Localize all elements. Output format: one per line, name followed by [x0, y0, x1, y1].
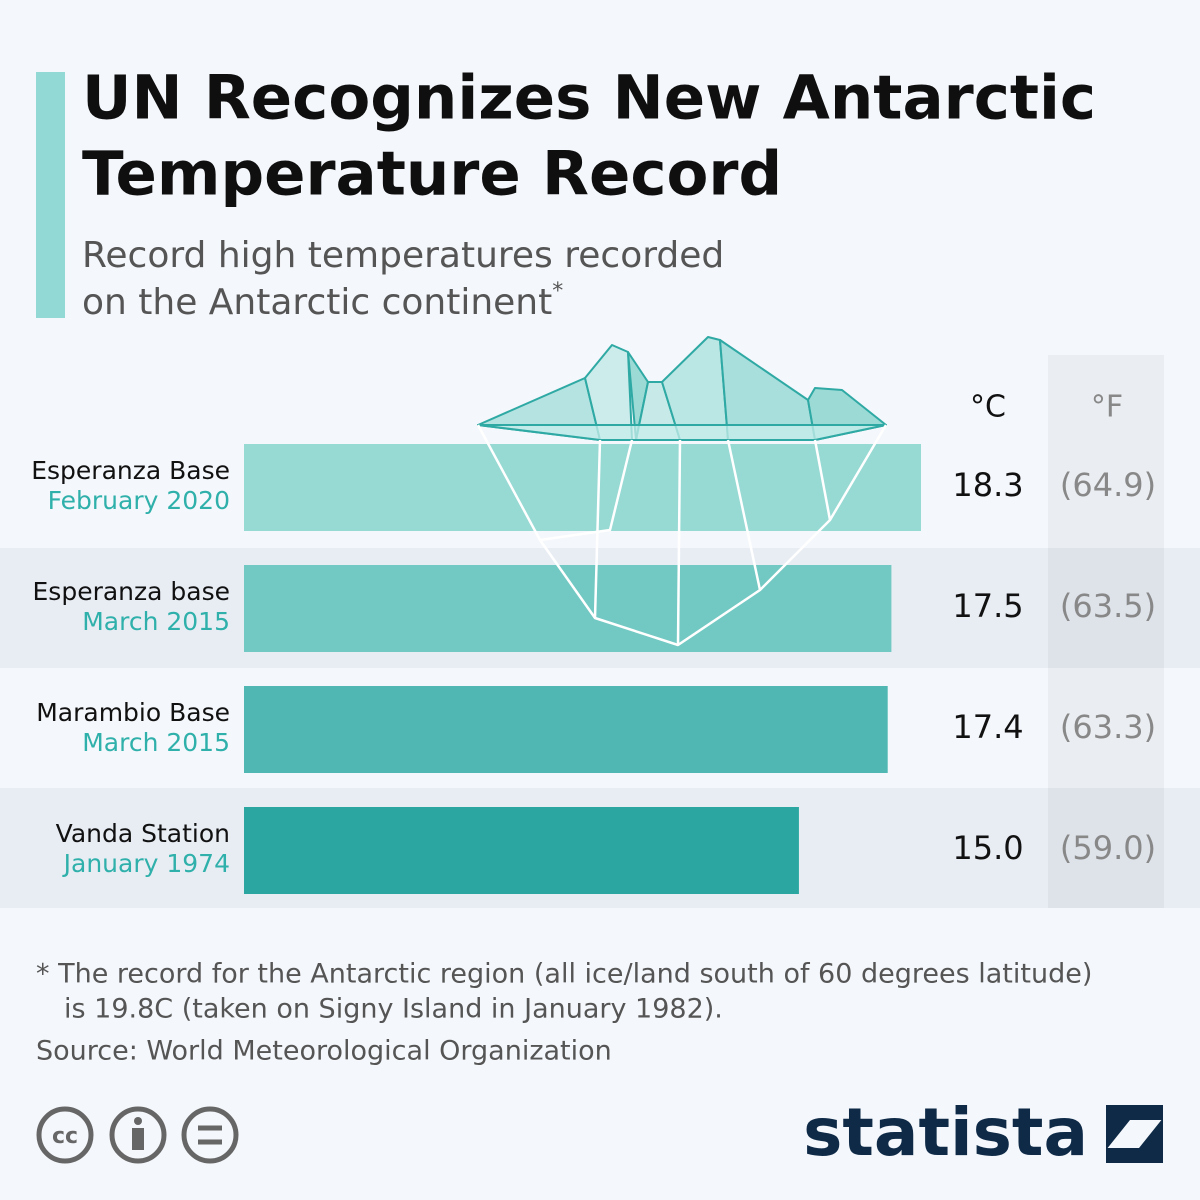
ice-edge — [676, 439, 682, 646]
logo-shape — [1106, 1105, 1163, 1150]
series-header: °F — [1091, 390, 1123, 425]
category-label: Esperanza Base — [31, 456, 230, 485]
chart-title: Temperature Record — [82, 139, 782, 210]
ice-edge — [539, 439, 634, 542]
bar — [244, 686, 888, 773]
footnote: * The record for the Antarctic region (a… — [36, 959, 1092, 990]
title-accent — [36, 72, 65, 318]
subtitle: Record high temperatures recorded — [82, 235, 724, 276]
fahrenheit-column — [1048, 355, 1164, 908]
date-label: February 2020 — [48, 486, 230, 515]
logo-shape — [1106, 1118, 1163, 1163]
brand-mark — [1106, 1105, 1163, 1163]
nd-icon — [181, 1106, 239, 1164]
fahrenheit-label: (59.0) — [1060, 829, 1156, 867]
fahrenheit-label: (63.5) — [1060, 587, 1156, 625]
iceberg — [477, 336, 887, 441]
bar — [244, 807, 799, 894]
footnote: is 19.8C (taken on Signy Island in Janua… — [64, 994, 723, 1025]
by-body — [132, 1128, 144, 1150]
license-icons: cc — [36, 1106, 239, 1164]
cc-icon — [36, 1106, 94, 1164]
value-label: 17.5 — [952, 587, 1023, 625]
date-label: March 2015 — [82, 607, 230, 636]
by-head — [134, 1117, 142, 1125]
category-label: Esperanza base — [33, 577, 231, 606]
ice-edge — [726, 439, 762, 591]
subtitle: on the Antarctic continent* — [82, 279, 563, 323]
source: Source: World Meteorological Organizatio… — [36, 1036, 612, 1067]
ice-edge — [593, 439, 602, 619]
bars — [244, 444, 921, 894]
series-header: °C — [970, 390, 1006, 425]
chart-title: UN Recognizes New Antarctic — [82, 63, 1096, 134]
date-label: January 1974 — [62, 849, 230, 878]
date-label: March 2015 — [82, 728, 230, 757]
ice-edge — [813, 439, 832, 521]
value-label: 18.3 — [952, 466, 1023, 504]
brand-logo: statista — [803, 1094, 1088, 1171]
cc-glyph: cc — [52, 1124, 78, 1149]
fahrenheit-label: (63.3) — [1060, 708, 1156, 746]
iceberg-underwater — [476, 424, 888, 647]
bar — [244, 444, 921, 531]
subtitle-mark: * — [552, 279, 563, 304]
fahrenheit-label: (64.9) — [1060, 466, 1156, 504]
by-icon — [109, 1106, 167, 1164]
category-label: Vanda Station — [56, 819, 230, 848]
value-label: 15.0 — [952, 829, 1023, 867]
value-label: 17.4 — [952, 708, 1023, 746]
category-label: Marambio Base — [36, 698, 230, 727]
